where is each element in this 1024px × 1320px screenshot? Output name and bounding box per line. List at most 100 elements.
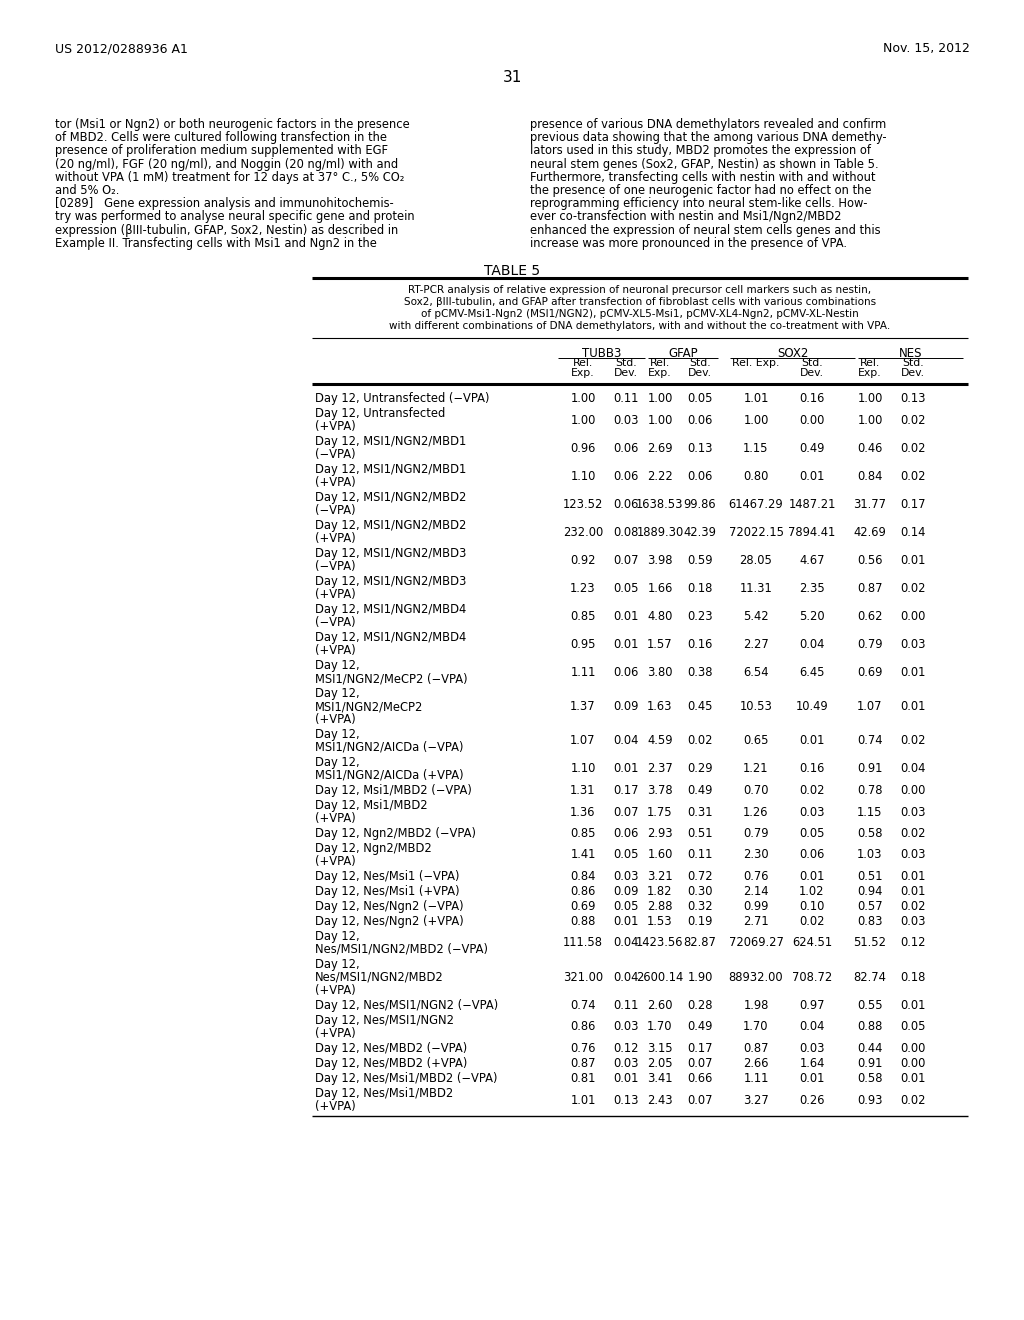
- Text: 88932.00: 88932.00: [729, 972, 783, 983]
- Text: 2.69: 2.69: [647, 441, 673, 454]
- Text: 1.00: 1.00: [647, 413, 673, 426]
- Text: 1.02: 1.02: [800, 884, 824, 898]
- Text: 2.43: 2.43: [647, 1093, 673, 1106]
- Text: Day 12,: Day 12,: [315, 756, 359, 770]
- Text: 0.16: 0.16: [687, 638, 713, 651]
- Text: Day 12, Nes/MSI1/NGN2 (−VPA): Day 12, Nes/MSI1/NGN2 (−VPA): [315, 999, 499, 1012]
- Text: 0.19: 0.19: [687, 915, 713, 928]
- Text: 2.22: 2.22: [647, 470, 673, 483]
- Text: 0.02: 0.02: [900, 1093, 926, 1106]
- Text: 2.88: 2.88: [647, 900, 673, 913]
- Text: 0.23: 0.23: [687, 610, 713, 623]
- Text: Day 12, Msi1/MBD2: Day 12, Msi1/MBD2: [315, 799, 428, 812]
- Text: 0.62: 0.62: [857, 610, 883, 623]
- Text: 0.01: 0.01: [900, 700, 926, 713]
- Text: 3.78: 3.78: [647, 784, 673, 797]
- Text: 0.18: 0.18: [687, 582, 713, 594]
- Text: 0.79: 0.79: [743, 828, 769, 840]
- Text: 0.03: 0.03: [900, 805, 926, 818]
- Text: 5.20: 5.20: [799, 610, 824, 623]
- Text: 1.26: 1.26: [743, 805, 769, 818]
- Text: 0.05: 0.05: [613, 849, 639, 862]
- Text: 0.95: 0.95: [570, 638, 596, 651]
- Text: Day 12, MSI1/NGN2/MBD3: Day 12, MSI1/NGN2/MBD3: [315, 546, 466, 560]
- Text: 3.21: 3.21: [647, 870, 673, 883]
- Text: 2.30: 2.30: [743, 849, 769, 862]
- Text: 0.02: 0.02: [900, 441, 926, 454]
- Text: 0.32: 0.32: [687, 900, 713, 913]
- Text: 0.07: 0.07: [687, 1057, 713, 1071]
- Text: 7894.41: 7894.41: [788, 525, 836, 539]
- Text: 42.69: 42.69: [854, 525, 887, 539]
- Text: Day 12, Untransfected (−VPA): Day 12, Untransfected (−VPA): [315, 392, 489, 405]
- Text: 2.37: 2.37: [647, 763, 673, 776]
- Text: 0.38: 0.38: [687, 665, 713, 678]
- Text: 1.00: 1.00: [570, 413, 596, 426]
- Text: 2.35: 2.35: [799, 582, 825, 594]
- Text: 1.01: 1.01: [570, 1093, 596, 1106]
- Text: Std.: Std.: [615, 358, 637, 368]
- Text: 1487.21: 1487.21: [788, 498, 836, 511]
- Text: 1.07: 1.07: [570, 734, 596, 747]
- Text: 0.93: 0.93: [857, 1093, 883, 1106]
- Text: 1889.30: 1889.30: [636, 525, 684, 539]
- Text: (+VPA): (+VPA): [315, 420, 355, 433]
- Text: 0.91: 0.91: [857, 763, 883, 776]
- Text: Day 12,: Day 12,: [315, 686, 359, 700]
- Text: 1.60: 1.60: [647, 849, 673, 862]
- Text: 0.17: 0.17: [900, 498, 926, 511]
- Text: 1.36: 1.36: [570, 805, 596, 818]
- Text: Day 12,: Day 12,: [315, 729, 359, 741]
- Text: presence of various DNA demethylators revealed and confirm: presence of various DNA demethylators re…: [530, 117, 886, 131]
- Text: neural stem genes (Sox2, GFAP, Nestin) as shown in Table 5.: neural stem genes (Sox2, GFAP, Nestin) a…: [530, 157, 879, 170]
- Text: 1.23: 1.23: [570, 582, 596, 594]
- Text: (−VPA): (−VPA): [315, 447, 355, 461]
- Text: Day 12, MSI1/NGN2/MBD1: Day 12, MSI1/NGN2/MBD1: [315, 436, 466, 447]
- Text: MSI1/NGN2/AICDa (+VPA): MSI1/NGN2/AICDa (+VPA): [315, 770, 464, 781]
- Text: of pCMV-Msi1-Ngn2 (MSI1/NGN2), pCMV-XL5-Msi1, pCMV-XL4-Ngn2, pCMV-XL-Nestin: of pCMV-Msi1-Ngn2 (MSI1/NGN2), pCMV-XL5-…: [421, 309, 859, 319]
- Text: RT-PCR analysis of relative expression of neuronal precursor cell markers such a: RT-PCR analysis of relative expression o…: [409, 285, 871, 294]
- Text: 3.98: 3.98: [647, 553, 673, 566]
- Text: 0.28: 0.28: [687, 999, 713, 1012]
- Text: without VPA (1 mM) treatment for 12 days at 37° C., 5% CO₂: without VPA (1 mM) treatment for 12 days…: [55, 170, 404, 183]
- Text: 0.51: 0.51: [857, 870, 883, 883]
- Text: Day 12, MSI1/NGN2/MBD2: Day 12, MSI1/NGN2/MBD2: [315, 491, 466, 504]
- Text: 0.58: 0.58: [857, 828, 883, 840]
- Text: 0.12: 0.12: [613, 1041, 639, 1055]
- Text: try was performed to analyse neural specific gene and protein: try was performed to analyse neural spec…: [55, 210, 415, 223]
- Text: Std.: Std.: [801, 358, 823, 368]
- Text: Rel.: Rel.: [572, 358, 593, 368]
- Text: Day 12, Nes/MBD2 (−VPA): Day 12, Nes/MBD2 (−VPA): [315, 1041, 467, 1055]
- Text: 0.02: 0.02: [900, 734, 926, 747]
- Text: [0289]   Gene expression analysis and immunohitochemis-: [0289] Gene expression analysis and immu…: [55, 197, 394, 210]
- Text: 1.75: 1.75: [647, 805, 673, 818]
- Text: enhanced the expression of neural stem cells genes and this: enhanced the expression of neural stem c…: [530, 223, 881, 236]
- Text: 0.03: 0.03: [613, 1057, 639, 1071]
- Text: 0.97: 0.97: [800, 999, 824, 1012]
- Text: Day 12, Ngn2/MBD2 (−VPA): Day 12, Ngn2/MBD2 (−VPA): [315, 828, 476, 840]
- Text: 0.07: 0.07: [613, 805, 639, 818]
- Text: 0.06: 0.06: [613, 665, 639, 678]
- Text: 3.15: 3.15: [647, 1041, 673, 1055]
- Text: 321.00: 321.00: [563, 972, 603, 983]
- Text: 0.69: 0.69: [857, 665, 883, 678]
- Text: 51.52: 51.52: [853, 936, 887, 949]
- Text: Nov. 15, 2012: Nov. 15, 2012: [883, 42, 970, 55]
- Text: 0.76: 0.76: [743, 870, 769, 883]
- Text: Rel. Exp.: Rel. Exp.: [732, 358, 779, 368]
- Text: 0.13: 0.13: [613, 1093, 639, 1106]
- Text: 0.80: 0.80: [743, 470, 769, 483]
- Text: (−VPA): (−VPA): [315, 616, 355, 630]
- Text: 0.00: 0.00: [900, 610, 926, 623]
- Text: 1.01: 1.01: [743, 392, 769, 405]
- Text: 1.10: 1.10: [570, 470, 596, 483]
- Text: Day 12, Nes/Ngn2 (−VPA): Day 12, Nes/Ngn2 (−VPA): [315, 900, 464, 913]
- Text: with different combinations of DNA demethylators, with and without the co-treatm: with different combinations of DNA demet…: [389, 321, 891, 331]
- Text: 0.02: 0.02: [800, 784, 824, 797]
- Text: 5.42: 5.42: [743, 610, 769, 623]
- Text: 0.91: 0.91: [857, 1057, 883, 1071]
- Text: (−VPA): (−VPA): [315, 504, 355, 517]
- Text: US 2012/0288936 A1: US 2012/0288936 A1: [55, 42, 187, 55]
- Text: 0.03: 0.03: [900, 638, 926, 651]
- Text: 0.01: 0.01: [613, 610, 639, 623]
